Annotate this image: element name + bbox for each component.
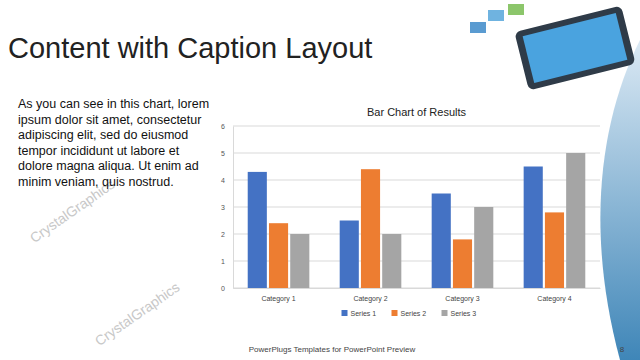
y-tick: 3 — [221, 204, 233, 211]
y-tick: 6 — [221, 123, 233, 130]
x-tick-label: Category 1 — [261, 295, 295, 303]
photo-tile — [508, 4, 524, 15]
bar — [340, 221, 359, 289]
y-tick-label: 0 — [221, 285, 225, 292]
x-axis-line — [234, 288, 601, 289]
x-tick: Category 3 — [445, 288, 479, 303]
bar — [545, 212, 564, 288]
caption-line: minim veniam, quis nostrud. — [18, 175, 174, 189]
caption-line: ipsum dolor sit amet, consectetur — [18, 113, 201, 127]
y-tick-label: 6 — [221, 123, 225, 130]
series-bars — [248, 167, 543, 289]
bar — [524, 167, 543, 289]
grid-line — [233, 180, 600, 181]
legend-item: Series 2 — [392, 310, 427, 317]
y-tick: 5 — [221, 150, 233, 157]
y-tick-label: 4 — [221, 177, 225, 184]
bars — [248, 153, 586, 288]
series-bars — [290, 153, 585, 288]
grid-line — [233, 207, 600, 208]
legend-swatch — [342, 310, 348, 316]
photo-tile — [470, 22, 486, 33]
legend-label: Series 3 — [451, 310, 477, 317]
decoration — [600, 40, 640, 360]
x-tick-label: Category 2 — [353, 295, 387, 303]
legend-label: Series 2 — [401, 310, 427, 317]
chart: Bar Chart of Results0123456Category 1Cat… — [221, 106, 600, 317]
bar — [474, 207, 493, 288]
bar — [432, 194, 451, 289]
y-tick: 4 — [221, 177, 233, 184]
bar — [382, 234, 401, 288]
x-tick: Category 4 — [537, 288, 571, 303]
y-tick: 0 — [221, 285, 233, 292]
photo-tile — [488, 10, 504, 21]
caption-line: adipiscing elit, sed do eiusmod — [18, 128, 188, 142]
y-tick-label: 5 — [221, 150, 225, 157]
bar — [248, 172, 267, 288]
caption-line: dolore magna aliqua. Ut enim ad — [18, 159, 199, 173]
bar — [361, 169, 380, 288]
x-tick: Category 1 — [261, 288, 295, 303]
legend-swatch — [442, 310, 448, 316]
grid-line — [233, 126, 600, 127]
y-axis-line — [233, 127, 234, 289]
x-tick: Category 2 — [353, 288, 387, 303]
slide-title: Content with Caption Layout — [8, 32, 372, 64]
y-tick: 2 — [221, 231, 233, 238]
grid — [233, 126, 600, 288]
x-axis: Category 1 Category 2 Category 3 Category 4 — [234, 288, 601, 303]
bar — [566, 153, 585, 288]
bar — [269, 223, 288, 288]
legend-item: Series 3 — [442, 310, 477, 317]
y-tick: 1 — [221, 258, 233, 265]
y-tick-label: 2 — [221, 231, 225, 238]
caption: As you can see in this chart, lorem ipsum… — [18, 97, 209, 189]
slide: CrystalGraphicsCrystalGraphicsContent wi… — [0, 0, 640, 360]
y-axis: 0 1 2 3 4 5 6 — [221, 123, 233, 292]
x-tick-label: Category 3 — [445, 295, 479, 303]
legend-swatch — [392, 310, 398, 316]
legend-label: Series 1 — [351, 310, 377, 317]
caption-line: tempor incididunt ut labore et — [18, 144, 180, 158]
bar — [290, 234, 309, 288]
bar — [453, 239, 472, 288]
footer: PowerPlugs Templates for PowerPoint Prev… — [249, 345, 416, 354]
chart-title: Bar Chart of Results — [367, 106, 467, 118]
legend: Series 1 Series 2 Series 3 — [342, 310, 477, 317]
caption-line: As you can see in this chart, lorem — [18, 97, 209, 111]
series-bars — [269, 169, 564, 288]
y-tick-label: 3 — [221, 204, 225, 211]
legend-item: Series 1 — [342, 310, 377, 317]
page-number: 8 — [620, 345, 625, 354]
x-tick-label: Category 4 — [537, 295, 571, 303]
watermark: CrystalGraphics — [92, 279, 183, 349]
grid-line — [233, 153, 600, 154]
tablet — [514, 6, 635, 91]
y-tick-label: 1 — [221, 258, 225, 265]
tablet-screen — [523, 13, 628, 83]
